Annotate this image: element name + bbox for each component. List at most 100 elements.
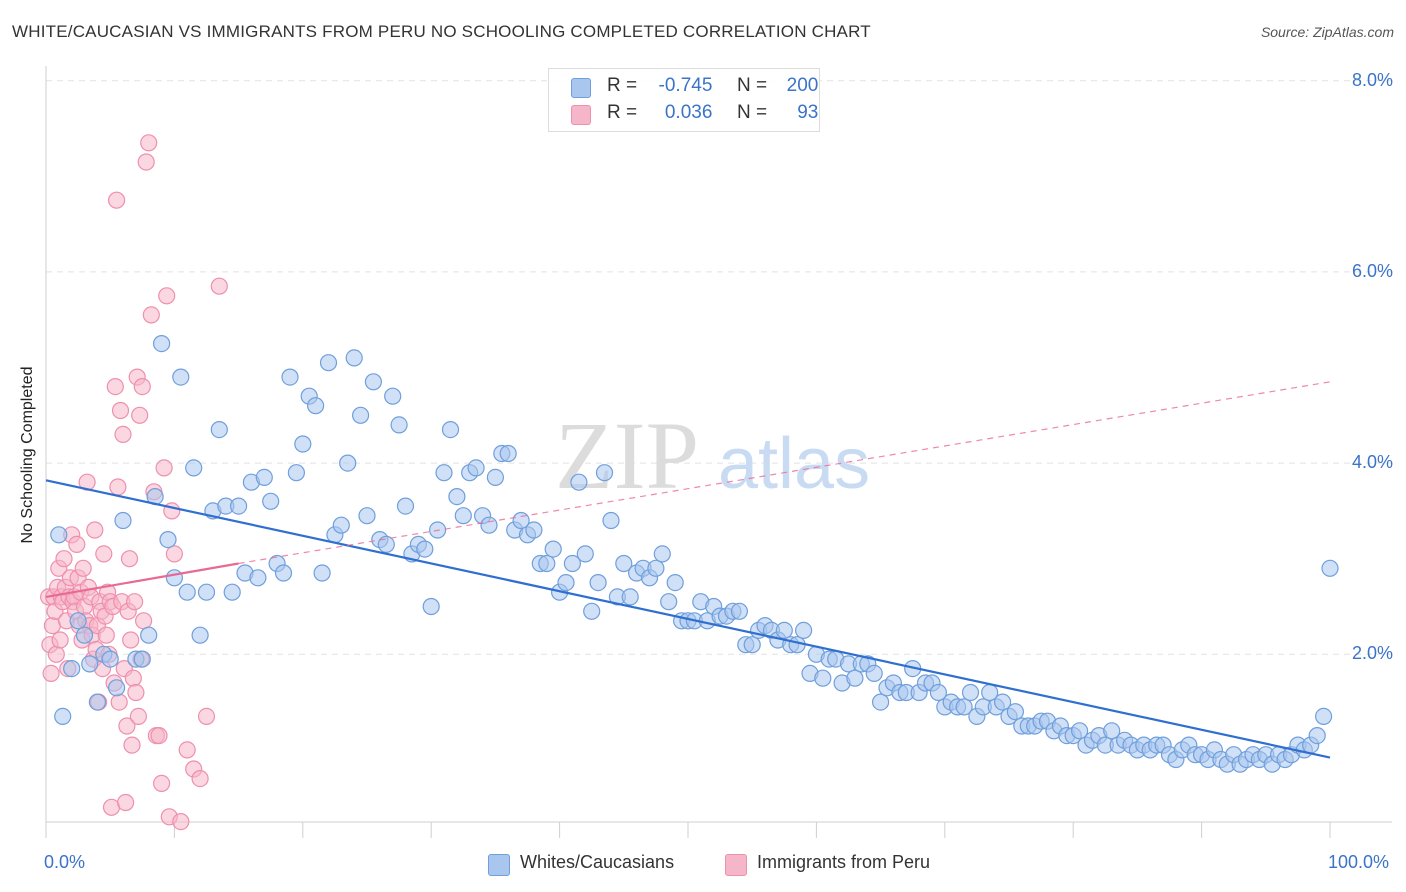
- white-point: [140, 626, 158, 644]
- peru-point: [118, 717, 136, 735]
- white-point: [814, 669, 832, 687]
- white-point: [319, 354, 338, 372]
- white-point: [467, 459, 485, 477]
- white-point: [377, 535, 395, 554]
- white-point: [589, 573, 607, 592]
- white-point: [525, 521, 543, 539]
- peru-point: [47, 645, 65, 663]
- white-point: [307, 397, 325, 415]
- white-point: [172, 368, 190, 386]
- white-point: [262, 492, 280, 510]
- peru-points: [39, 134, 228, 831]
- peru-point: [210, 277, 228, 295]
- peru-point: [74, 559, 92, 577]
- chart-title: WHITE/CAUCASIAN VS IMMIGRANTS FROM PERU …: [12, 22, 871, 41]
- peru-point: [122, 631, 140, 649]
- white-point: [1321, 559, 1339, 577]
- white-point: [352, 406, 370, 424]
- peru-point: [178, 741, 196, 759]
- peru-point: [42, 664, 60, 683]
- peru-point: [111, 401, 130, 420]
- white-point: [75, 626, 94, 644]
- white-point: [332, 516, 350, 534]
- white-point: [480, 516, 498, 534]
- white-point: [390, 416, 408, 434]
- peru-point: [97, 626, 115, 644]
- white-point: [345, 349, 363, 367]
- peru-point: [142, 306, 160, 324]
- white-point: [1314, 707, 1333, 726]
- peru-point: [107, 191, 126, 209]
- white-point: [159, 530, 177, 549]
- white-point: [88, 693, 107, 711]
- peru-point: [131, 406, 149, 424]
- peru-point: [150, 726, 168, 745]
- white-point: [69, 612, 87, 630]
- white-point: [871, 693, 890, 711]
- white-point: [794, 621, 813, 640]
- peru-point: [153, 774, 171, 793]
- white-point: [615, 554, 633, 573]
- white-point: [602, 511, 620, 530]
- peru-point: [172, 812, 190, 831]
- white-point: [223, 583, 241, 601]
- white-point: [993, 693, 1012, 711]
- white-point: [486, 468, 504, 486]
- legend-n-value: 200: [786, 75, 819, 96]
- white-point: [1103, 722, 1121, 740]
- peru-point: [135, 612, 153, 630]
- white-point: [63, 659, 81, 678]
- x-tick-label: 0.0%: [44, 852, 86, 872]
- white-point: [1006, 703, 1025, 721]
- white-point: [544, 540, 562, 558]
- white-point: [358, 507, 376, 525]
- white-point: [448, 488, 466, 506]
- white-point: [185, 459, 203, 477]
- white-point: [666, 573, 684, 592]
- chart-source: Source: ZipAtlas.com: [1260, 24, 1394, 40]
- peru-point: [51, 631, 69, 649]
- peru-point: [158, 287, 176, 305]
- peru-point: [137, 153, 155, 171]
- peru-trend-line: [45, 562, 239, 599]
- white-point: [512, 511, 530, 530]
- y-tick-label: 2.0%: [1351, 643, 1393, 664]
- peru-point: [133, 378, 151, 396]
- peru-point: [127, 683, 145, 702]
- legend-swatch-peru: [571, 105, 591, 125]
- white-point: [416, 540, 434, 558]
- white-point: [114, 511, 132, 530]
- white-point: [621, 588, 639, 606]
- y-tick-label: 4.0%: [1351, 452, 1393, 473]
- x-tick-label: 100.0%: [1328, 852, 1390, 872]
- white-point: [846, 669, 864, 687]
- peru-point: [126, 593, 144, 611]
- peru-point: [116, 793, 135, 812]
- series-legend: Whites/Caucasians Immigrants from Peru: [0, 852, 1406, 878]
- peru-point: [197, 707, 216, 726]
- white-point: [422, 597, 440, 616]
- white-point: [595, 464, 614, 482]
- legend-text-peru: R = 0.036 N = 93: [607, 102, 818, 124]
- legend-r-value: 0.036: [664, 102, 713, 123]
- white-point: [384, 387, 402, 405]
- white-point: [210, 421, 228, 439]
- legend-text-white: R = -0.745 N = 200: [607, 75, 818, 97]
- white-point: [576, 545, 594, 563]
- white-point: [653, 545, 671, 563]
- peru-point: [109, 478, 127, 496]
- white-point: [364, 373, 382, 391]
- white-point: [961, 683, 980, 702]
- white-point: [955, 698, 973, 716]
- series-swatch-peru: [725, 854, 747, 876]
- peru-point: [165, 545, 183, 563]
- white-point: [743, 636, 761, 654]
- peru-point: [123, 736, 141, 754]
- peru-point: [55, 550, 73, 568]
- white-point: [1070, 722, 1089, 740]
- white-point: [274, 564, 293, 582]
- white-point: [165, 569, 183, 587]
- peru-point: [114, 425, 132, 443]
- y-tick-label: 6.0%: [1351, 260, 1393, 281]
- white-point: [255, 468, 273, 486]
